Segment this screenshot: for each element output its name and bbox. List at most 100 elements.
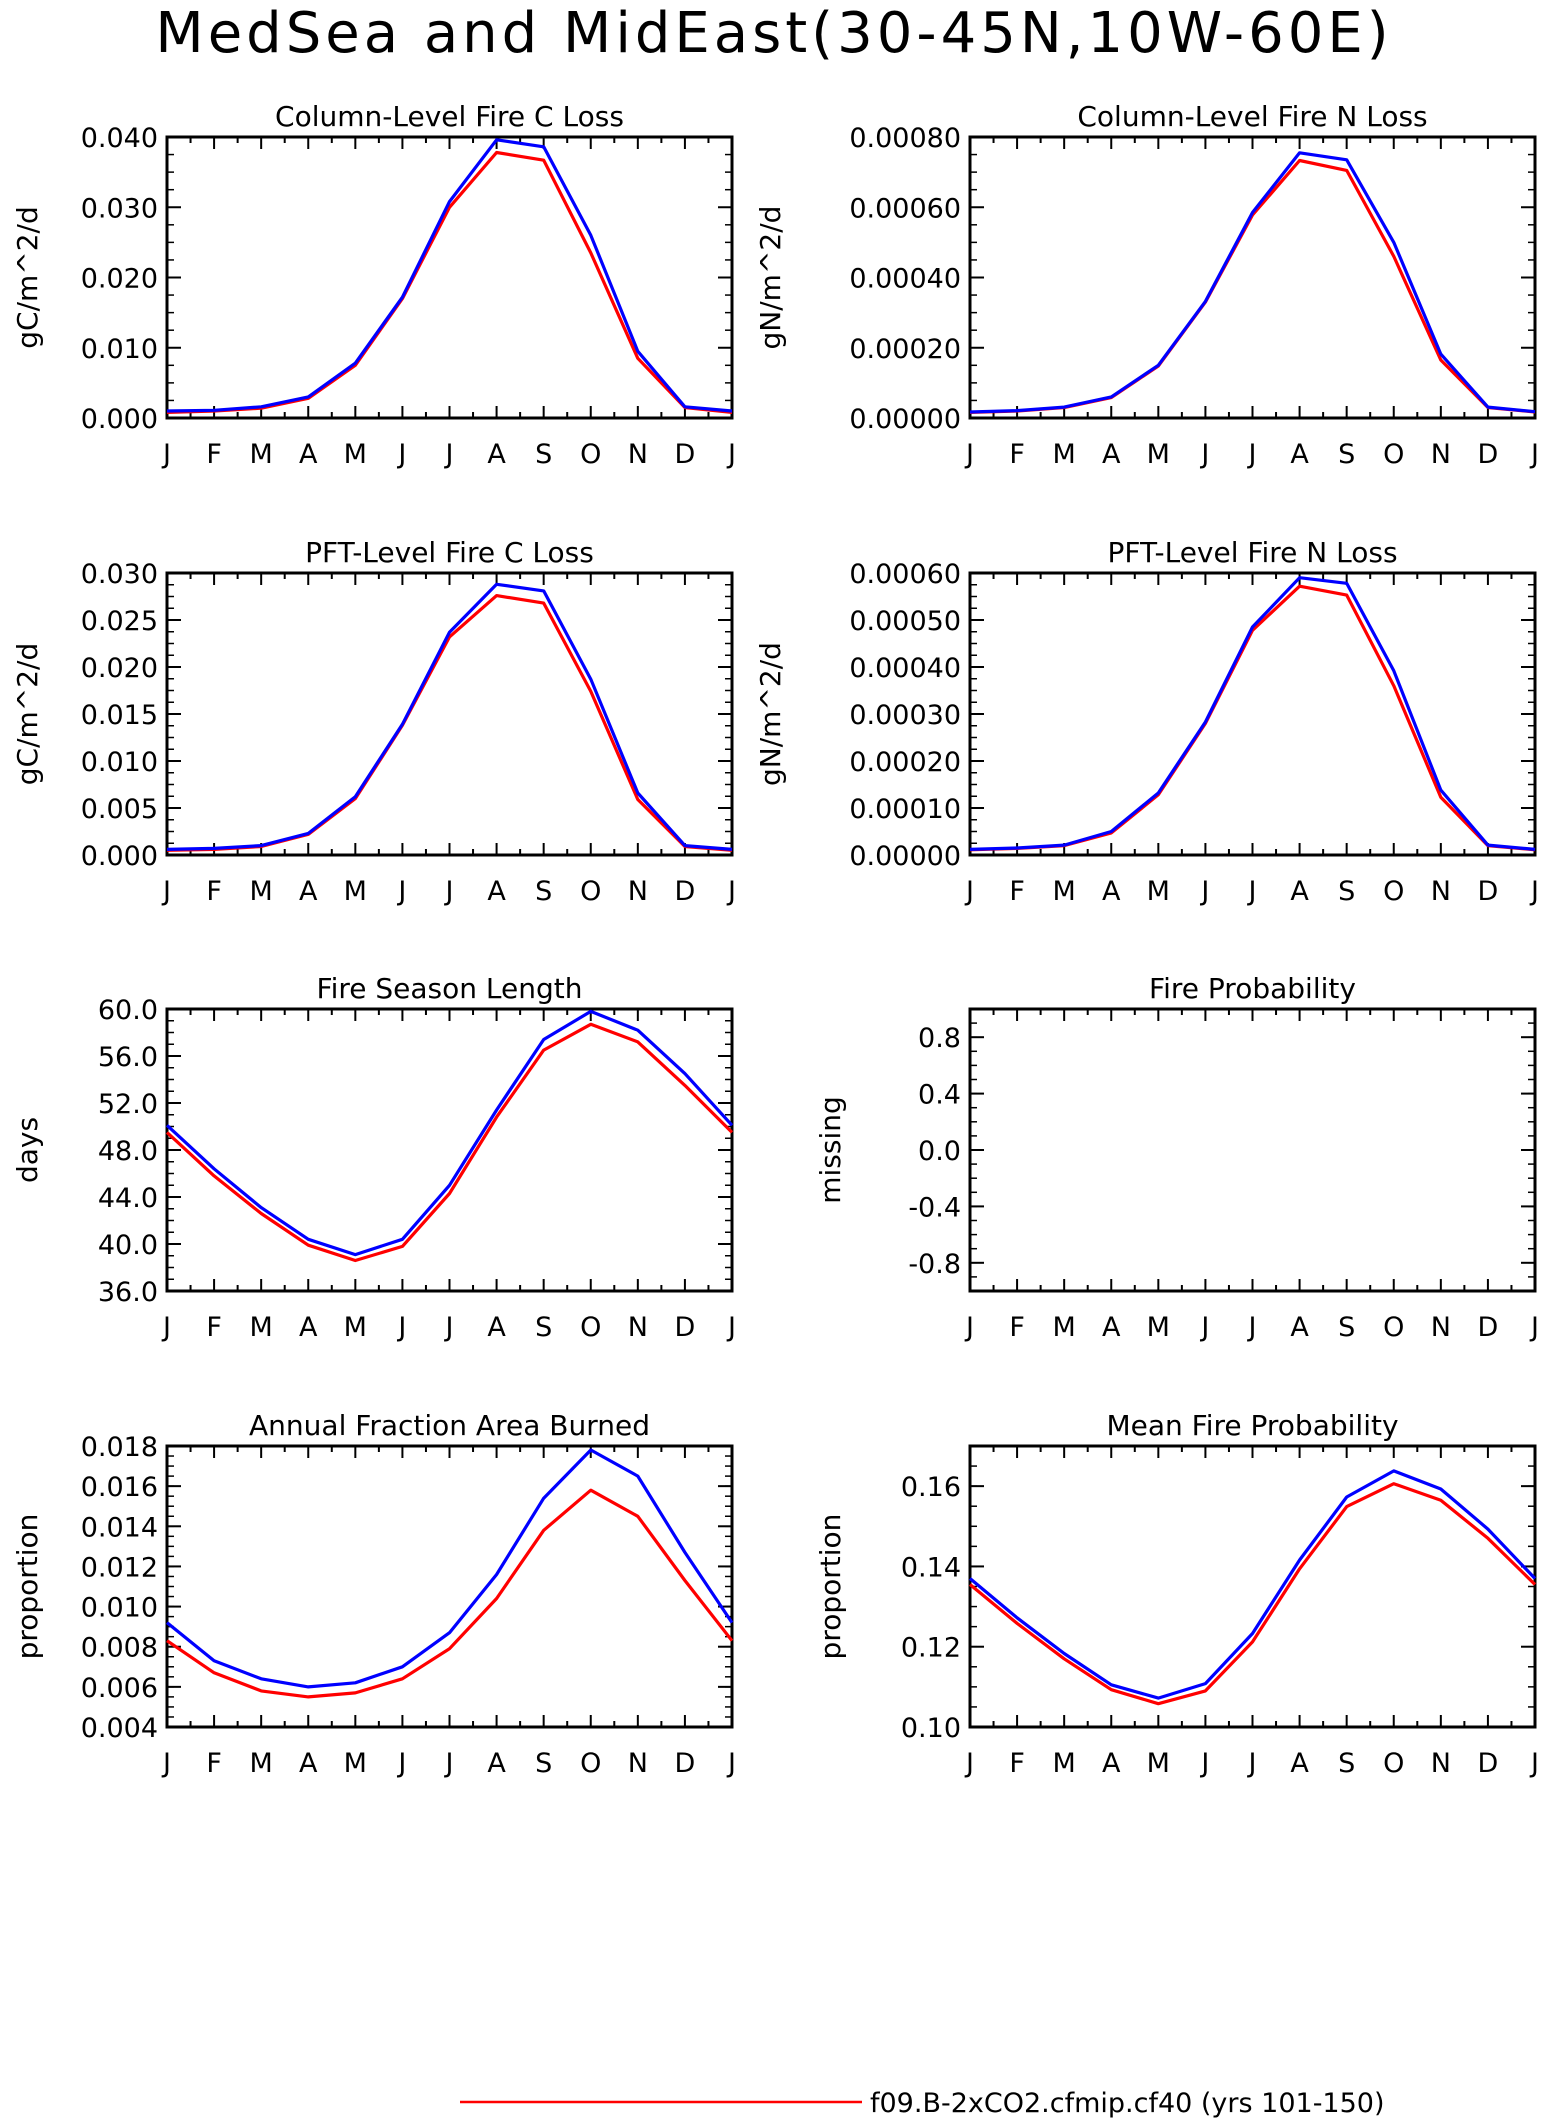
panels: J F M A M J J A S O N D J0.0000.0100.0200.0300.040Co…: [11, 100, 1539, 1779]
y-tick-label: 0.010: [81, 1593, 158, 1624]
x-tick-label: J: [964, 1748, 974, 1779]
x-tick-label: N: [628, 1748, 648, 1779]
x-tick-label: M: [1147, 1312, 1170, 1343]
panel-5: J F M A M J J A S O N D J36.040.044.048.052.056.060.…: [11, 972, 736, 1343]
y-tick-label: 60.0: [98, 995, 158, 1026]
y-axis-label: missing: [814, 1096, 847, 1204]
y-tick-label: 56.0: [98, 1042, 158, 1073]
x-tick-label: O: [580, 876, 601, 907]
y-tick-label: 0.14: [901, 1552, 961, 1583]
y-axis-label: gC/m^2/d: [11, 643, 44, 786]
x-tick-label: J: [161, 1312, 171, 1343]
x-tick-label: M: [1053, 876, 1076, 907]
x-tick-label: J: [726, 1312, 736, 1343]
x-tick-label: N: [1431, 1312, 1451, 1343]
x-tick-label: M: [250, 1748, 273, 1779]
x-tick-label: M: [1053, 439, 1076, 470]
series-line-1: [166, 150, 733, 414]
x-tick-label: A: [299, 1312, 318, 1343]
panel-title: Mean Fire Probability: [1106, 1409, 1398, 1442]
x-tick-label: A: [487, 1312, 506, 1343]
x-tick-label: F: [206, 439, 222, 470]
x-tick-label: J: [726, 439, 736, 470]
x-tick-label: D: [675, 876, 696, 907]
x-tick-label: F: [1009, 1748, 1025, 1779]
x-tick-label: O: [580, 439, 601, 470]
y-tick-label: 0.020: [81, 264, 158, 295]
x-tick-label: J: [396, 1312, 406, 1343]
x-tick-label: S: [1338, 439, 1355, 470]
y-tick-label: 0.030: [81, 193, 158, 224]
x-tick-label: J: [726, 876, 736, 907]
series-line-2: [166, 138, 733, 413]
y-tick-label: 36.0: [98, 1277, 158, 1308]
x-tick-label: M: [250, 1312, 273, 1343]
x-tick-label: D: [1478, 439, 1499, 470]
plot-frame: [165, 135, 734, 420]
y-tick-label: 0.010: [81, 747, 158, 778]
x-tick-label: J: [396, 876, 406, 907]
y-tick-label: -0.8: [908, 1249, 961, 1280]
y-tick-label: 0.00080: [849, 123, 961, 154]
x-tick-label: F: [206, 876, 222, 907]
y-tick-label: 0.00000: [849, 404, 961, 435]
x-tick-label: J: [161, 876, 171, 907]
x-tick-label: J: [726, 1748, 736, 1779]
x-tick-label: J: [444, 439, 454, 470]
x-tick-label: S: [1338, 1748, 1355, 1779]
y-tick-label: 0.040: [81, 123, 158, 154]
x-tick-label: A: [1102, 1312, 1121, 1343]
x-tick-label: J: [964, 1312, 974, 1343]
series-line-1: [166, 1488, 734, 1699]
x-tick-label: S: [535, 876, 552, 907]
series-line-2: [968, 1469, 1537, 1700]
x-tick-label: J: [444, 1748, 454, 1779]
y-tick-label: 0.014: [81, 1512, 158, 1543]
x-tick-label: A: [1102, 1748, 1121, 1779]
y-tick-label: 0.00010: [849, 794, 961, 825]
y-tick-label: 0.010: [81, 334, 158, 365]
panel-3: J F M A M J J A S O N D J0.0000.0050.0100.0150.0200.…: [11, 536, 736, 907]
plot-frame: [968, 135, 1537, 420]
series-line-2: [166, 582, 733, 851]
y-axis-label: gC/m^2/d: [11, 206, 44, 349]
y-tick-label: 0.012: [81, 1552, 158, 1583]
x-tick-label: O: [580, 1748, 601, 1779]
x-tick-label: J: [396, 439, 406, 470]
y-axis-label: proportion: [11, 1514, 44, 1660]
x-tick-label: A: [1290, 1748, 1309, 1779]
x-tick-label: J: [1247, 1748, 1257, 1779]
x-tick-label: J: [161, 1748, 171, 1779]
x-tick-label: F: [1009, 1312, 1025, 1343]
x-tick-label: J: [1247, 1312, 1257, 1343]
x-tick-label: S: [1338, 876, 1355, 907]
x-tick-label: J: [1529, 876, 1539, 907]
legend-label: f09.B-2xCO2.cfmip.cf40 (yrs 101-150): [870, 2088, 1385, 2119]
panel-title: Column-Level Fire N Loss: [1077, 100, 1427, 133]
x-tick-label: F: [206, 1748, 222, 1779]
x-tick-label: N: [628, 876, 648, 907]
panel-title: Column-Level Fire C Loss: [275, 100, 624, 133]
x-tick-label: J: [1199, 876, 1209, 907]
x-tick-label: O: [580, 1312, 601, 1343]
x-tick-label: A: [1290, 439, 1309, 470]
x-tick-label: N: [628, 439, 648, 470]
x-tick-label: D: [1478, 1748, 1499, 1779]
x-tick-label: F: [206, 1312, 222, 1343]
panel-7: J F M A M J J A S O N D J0.0040.0060.0080.0100.0120.…: [11, 1409, 736, 1779]
y-tick-label: -0.4: [908, 1192, 961, 1223]
y-tick-label: 0.00050: [849, 606, 961, 637]
x-tick-label: J: [1247, 439, 1257, 470]
plot-frame: [165, 571, 734, 857]
x-tick-label: D: [1478, 1312, 1499, 1343]
x-tick-label: S: [535, 1748, 552, 1779]
x-tick-label: J: [1529, 439, 1539, 470]
y-tick-label: 0.006: [81, 1673, 158, 1704]
y-tick-label: 44.0: [98, 1183, 158, 1214]
x-tick-label: M: [344, 1748, 367, 1779]
plot-frame: [968, 1444, 1537, 1729]
x-tick-label: M: [250, 439, 273, 470]
x-tick-label: S: [535, 439, 552, 470]
